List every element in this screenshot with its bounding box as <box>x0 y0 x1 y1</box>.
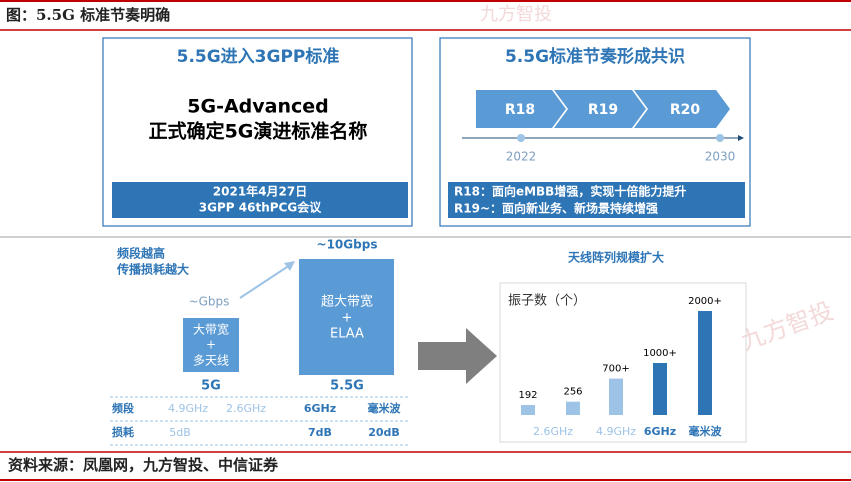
cell: 毫米波 <box>368 401 402 415</box>
speed: ~Gbps <box>189 295 230 309</box>
headline: 正式确定5G演进标准名称 <box>149 120 368 143</box>
x-tick-label: 4.9GHz <box>596 425 636 438</box>
x-tick-label: 6GHz <box>644 425 676 438</box>
chevron <box>554 90 646 128</box>
gen-label: 5G <box>201 379 221 394</box>
value-label: 256 <box>563 387 582 398</box>
cell: 4.9GHz <box>168 402 208 415</box>
bar <box>698 311 712 415</box>
box-text: 大带宽 <box>193 322 229 337</box>
value-label: 2000+ <box>688 296 722 307</box>
cell: 7dB <box>308 426 332 439</box>
panel-title: 5.5G进入3GPP标准 <box>177 46 340 67</box>
note: 传播损耗越大 <box>116 262 189 277</box>
cell: 6GHz <box>304 402 336 415</box>
bar <box>609 378 623 415</box>
watermark: 九方智投 <box>737 297 837 356</box>
source: 资料来源：凤凰网，九方智投、中信证券 <box>8 456 279 474</box>
chevron <box>634 90 730 128</box>
x-tick-label: 毫米波 <box>689 424 723 438</box>
note: 频段越高 <box>117 246 165 261</box>
box <box>299 259 394 375</box>
speed: ~10Gbps <box>317 238 378 252</box>
info-bar <box>112 182 408 218</box>
chart-frame <box>499 282 747 443</box>
gen-label: 5.5G <box>330 379 364 394</box>
panel-title: 5.5G标准节奏形成共识 <box>505 46 685 67</box>
year: 2022 <box>506 150 537 164</box>
box-text: ELAA <box>330 327 364 342</box>
year: 2030 <box>705 150 736 164</box>
release: R20 <box>670 102 701 118</box>
box <box>183 318 239 372</box>
arrow <box>239 264 291 299</box>
cell: 5dB <box>169 426 191 439</box>
value-label: 192 <box>518 390 537 401</box>
box-text: + <box>206 338 216 352</box>
info-text: R18：面向eMBB增强，实现十倍能力提升 <box>454 184 686 199</box>
info-text: 2021年4月27日 <box>213 184 307 199</box>
info-bar <box>448 182 745 218</box>
headline: 5G-Advanced <box>187 96 329 118</box>
row-name: 频段 <box>112 401 134 415</box>
value-label: 1000+ <box>643 348 677 359</box>
box-text: 超大带宽 <box>321 294 373 310</box>
info-text: 3GPP 46thPCG会议 <box>199 200 322 215</box>
x-tick-label: 2.6GHz <box>533 425 573 438</box>
bar <box>653 363 667 415</box>
timeline-dot <box>716 134 724 142</box>
timeline-arrow <box>738 135 744 141</box>
bar <box>521 405 535 415</box>
box-text: 多天线 <box>193 354 229 368</box>
row-name: 损耗 <box>112 425 134 439</box>
header-title: 图：5.5G 标准节奏明确 <box>6 6 170 24</box>
value-label: 700+ <box>602 364 629 375</box>
chevron <box>476 90 566 128</box>
arrow-head <box>284 261 295 271</box>
cell: 2.6GHz <box>226 402 266 415</box>
release: R19 <box>588 102 618 118</box>
cell: 20dB <box>368 426 400 439</box>
bar <box>566 401 580 415</box>
release: R18 <box>505 102 535 118</box>
chart-title: 天线阵列规模扩大 <box>568 250 664 265</box>
big-arrow <box>418 328 497 384</box>
bars: 192 256 700+ 1000+ 2000+ 2.6GHz 4.9GHz 6GHz 毫米波 <box>518 296 722 438</box>
box-text: + <box>342 311 353 326</box>
info-text: R19~：面向新业务、新场景持续增强 <box>454 201 658 216</box>
watermark: 九方智投 <box>480 4 552 25</box>
timeline-dot <box>517 134 525 142</box>
y-label: 振子数（个） <box>508 294 586 309</box>
